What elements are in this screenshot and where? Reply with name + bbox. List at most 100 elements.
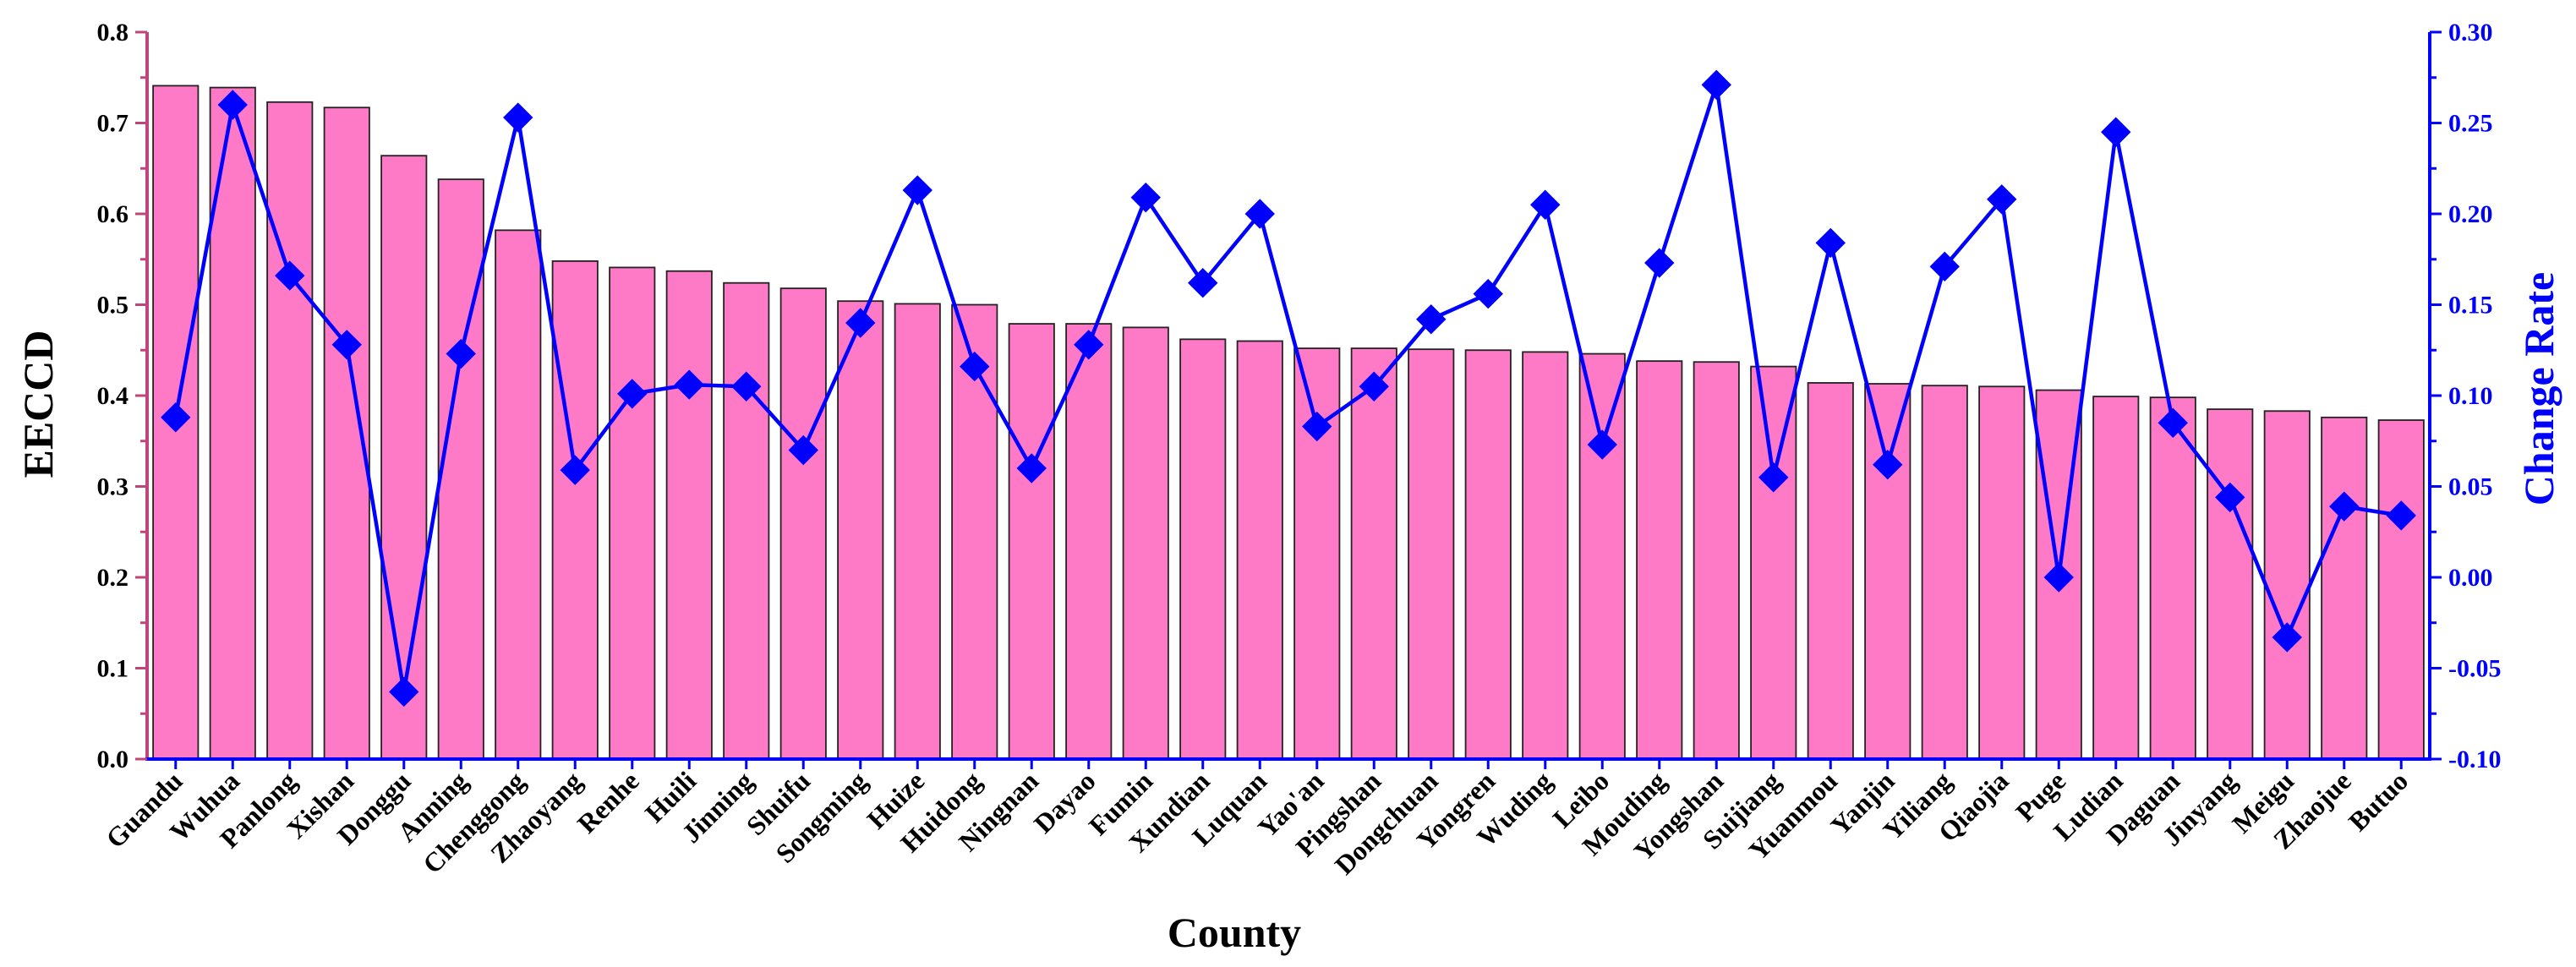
change-rate-point-yiliang (1929, 251, 1960, 282)
bar-chenggong (495, 229, 542, 760)
bar-zhaojue (2321, 416, 2368, 760)
change-rate-point-jinyang (2215, 482, 2245, 513)
category-label: Renhe (572, 765, 645, 839)
change-rate-point-leibo (1587, 429, 1617, 460)
left-tick-label: 0.4 (97, 382, 129, 410)
right-tick-label: 0.30 (2448, 19, 2493, 46)
change-rate-point-huili (674, 369, 704, 400)
right-tick-label: -0.10 (2448, 746, 2502, 773)
change-rate-point-shuifu (788, 434, 818, 466)
bar-suijiang (1750, 365, 1797, 760)
left-tick-label: 0.3 (97, 473, 129, 501)
change-rate-point-yao-an (1302, 411, 1332, 442)
change-rate-point-luquan (1244, 199, 1275, 229)
change-rate-point-qiaojia (1987, 184, 2017, 215)
bar-yongshan (1693, 361, 1740, 760)
change-rate-point-wuding (1530, 189, 1561, 220)
bars-layer (152, 85, 2425, 760)
bar-huili (665, 270, 713, 760)
change-rate-line-layer (161, 69, 2416, 707)
bar-wuhua (209, 86, 256, 760)
left-tick-label: 0.7 (97, 110, 129, 138)
left-tick-label: 0.5 (97, 292, 129, 320)
right-tick-label: 0.25 (2448, 110, 2493, 138)
bar-ludian (2092, 396, 2140, 760)
bar-renhe (609, 266, 656, 760)
bar-yuanmou (1807, 382, 1854, 760)
bar-qiaojia (1978, 385, 2026, 760)
right-tick-label: 0.05 (2448, 473, 2493, 501)
left-tick-label: 0.2 (97, 564, 129, 592)
change-rate-point-jinning (731, 371, 762, 402)
change-rate-point-yuanmou (1815, 227, 1846, 259)
right-tick-label: 0.10 (2448, 382, 2493, 410)
change-rate-point-renhe (617, 379, 648, 409)
bar-yao-an (1293, 347, 1341, 760)
change-rate-point-xundian (1188, 267, 1218, 298)
axes-layer (135, 30, 2442, 769)
left-tick-label: 0.8 (97, 19, 129, 46)
right-tick-label: 0.15 (2448, 292, 2493, 320)
change-rate-point-yongshan (1701, 69, 1731, 101)
change-rate-point-pingshan (1359, 371, 1389, 402)
change-rate-point-ningnan (1016, 453, 1047, 484)
change-rate-point-meigu (2272, 622, 2302, 653)
x-axis-title: County (1168, 909, 1301, 956)
y-axis-title: EECCD (14, 330, 62, 478)
bar-huize (894, 303, 941, 760)
left-tick-label: 0.6 (97, 200, 129, 228)
bar-yanjin (1864, 383, 1911, 760)
bar-ningnan (1008, 323, 1055, 760)
bar-leibo (1578, 352, 1626, 760)
bar-dayao (1065, 323, 1113, 760)
change-rate-point-dayao (1074, 330, 1104, 360)
change-rate-point-xishan (331, 330, 362, 360)
bar-jinyang (2207, 408, 2254, 760)
bar-shuifu (779, 287, 827, 760)
bar-zhaoyang (551, 260, 599, 760)
bar-pingshan (1350, 347, 1397, 760)
bar-fumin (1122, 326, 1169, 760)
change-rate-line (173, 83, 2402, 694)
change-rate-point-huidong (960, 351, 990, 382)
change-rate-point-songming (845, 308, 876, 338)
bar-mouding (1636, 360, 1683, 760)
bar-yiliang (1921, 385, 1968, 760)
change-rate-point-wuhua (217, 90, 248, 120)
y2-axis-title: Change Rate (2515, 272, 2562, 505)
bar-meigu (2263, 410, 2311, 760)
change-rate-point-yongren (1473, 278, 1503, 309)
bar-donggu (380, 155, 428, 760)
left-tick-label: 0.1 (97, 655, 129, 683)
change-rate-point-puge (2043, 562, 2074, 593)
bar-songming (837, 300, 884, 760)
bar-yongren (1464, 349, 1512, 760)
right-tick-label: 0.00 (2448, 564, 2493, 592)
category-label: Butuo (2343, 765, 2415, 837)
change-rate-point-daguan (2158, 407, 2188, 438)
bar-luquan (1236, 340, 1283, 760)
bar-anning (437, 178, 484, 760)
bar-dongchuan (1408, 348, 1455, 760)
right-tick-label: 0.20 (2448, 200, 2493, 228)
change-rate-point-ludian (2101, 117, 2131, 147)
change-rate-point-chenggong (503, 102, 533, 133)
change-rate-point-suijiang (1758, 462, 1789, 493)
right-tick-label: -0.05 (2448, 655, 2502, 683)
bar-daguan (2149, 396, 2196, 760)
change-rate-point-zhaoyang (560, 455, 590, 485)
bar-wuding (1522, 351, 1569, 760)
change-rate-point-guandu (161, 402, 191, 433)
change-rate-point-mouding (1644, 248, 1675, 278)
change-rate-point-butuo (2386, 500, 2416, 531)
change-rate-point-fumin (1130, 182, 1161, 213)
change-rate-point-huize (902, 175, 933, 205)
category-label: Guandu (100, 765, 189, 854)
change-rate-point-dongchuan (1416, 303, 1447, 335)
bar-jinning (723, 281, 770, 760)
change-rate-point-zhaojue (2329, 491, 2360, 522)
change-rate-point-panlong (275, 260, 305, 291)
bar-huidong (951, 303, 998, 760)
change-rate-point-anning (446, 338, 476, 369)
